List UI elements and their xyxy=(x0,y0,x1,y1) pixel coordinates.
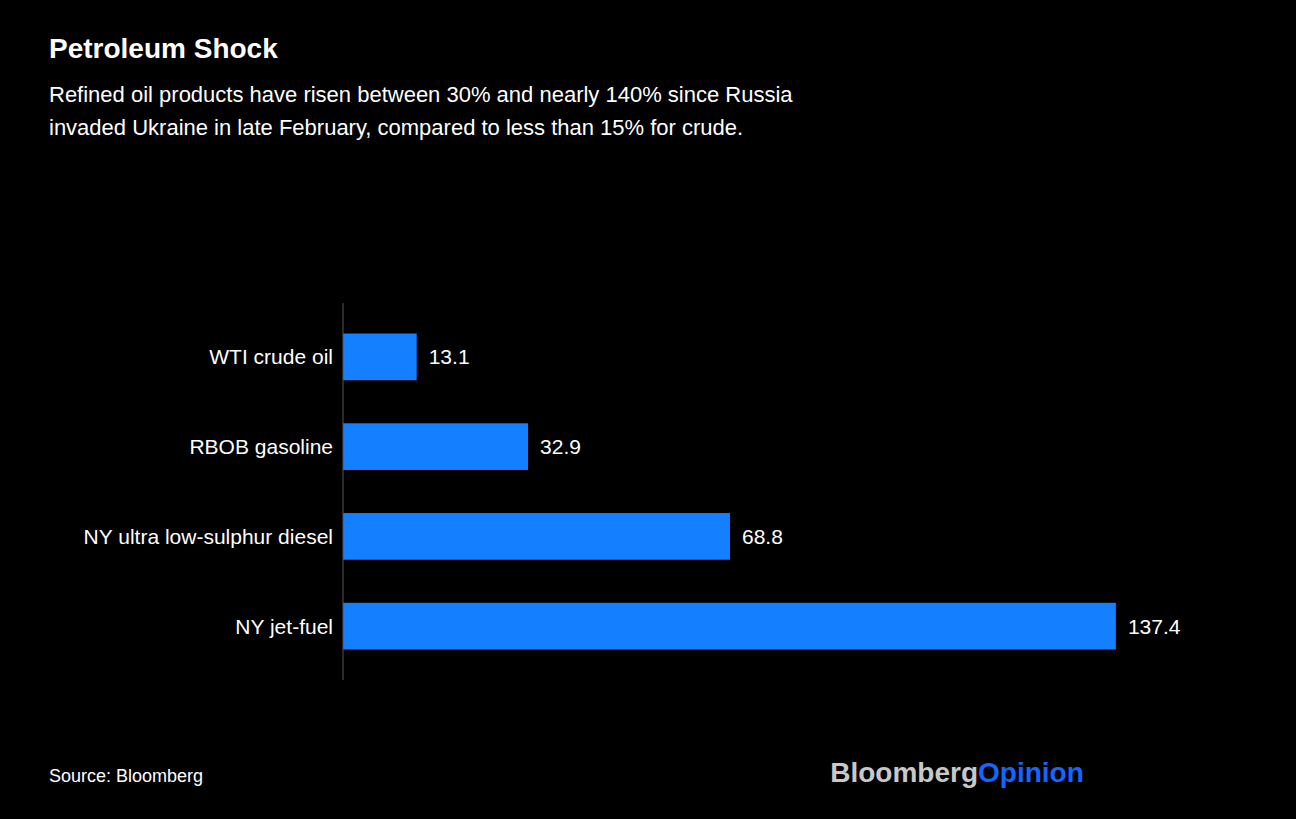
subtitle: Refined oil products have risen between … xyxy=(49,82,793,140)
page: {"chart_data": {"type": "bar", "orientat… xyxy=(0,0,1296,819)
bar xyxy=(343,603,1116,650)
bars xyxy=(343,334,1116,650)
bar xyxy=(343,334,417,381)
subtitle-line: Refined oil products have risen between … xyxy=(49,82,793,107)
background xyxy=(0,0,1296,819)
labels: 13.1 WTI crude oil 32.9 RBOB gasoline 68.8 NY… xyxy=(84,345,1181,637)
brand-opinion: Opinion xyxy=(978,757,1084,788)
brand: Bloomberg xyxy=(830,757,978,788)
value-label: 32.9 xyxy=(540,435,581,458)
value-label: 68.8 xyxy=(742,525,783,548)
source: Source: Bloomberg xyxy=(49,766,203,786)
value-axis-baseline xyxy=(343,303,344,680)
category-label: NY ultra low-sulphur diesel xyxy=(84,525,333,548)
value-label: 137.4 xyxy=(1128,615,1181,638)
category-label: WTI crude oil xyxy=(209,345,333,368)
category-label: NY jet-fuel xyxy=(235,615,333,638)
chart-container: Petroleum Shock Refined oil products have… xyxy=(0,0,1296,819)
subtitle-line: invaded Ukraine in late February, compar… xyxy=(49,115,743,140)
value-label: 13.1 xyxy=(429,345,470,368)
bar xyxy=(343,513,730,560)
bar xyxy=(343,423,528,470)
chart: Petroleum Shock Refined oil products have… xyxy=(0,0,1296,819)
category-label: RBOB gasoline xyxy=(189,435,333,458)
title: Petroleum Shock xyxy=(49,33,278,64)
